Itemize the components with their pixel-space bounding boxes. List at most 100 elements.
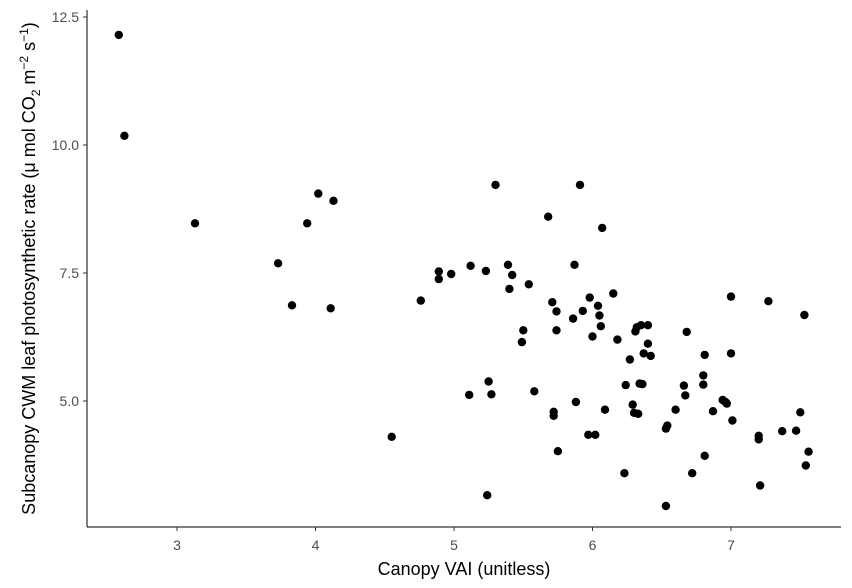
x-tick-label: 6 [589, 537, 597, 553]
data-point [584, 430, 593, 439]
data-point [681, 391, 690, 400]
data-point [120, 131, 129, 140]
data-point [708, 407, 718, 416]
y-title-sub2: 2 [29, 89, 43, 96]
data-point [303, 219, 312, 228]
data-point [326, 304, 335, 313]
data-point [544, 212, 553, 221]
data-point [700, 350, 709, 360]
data-point [726, 292, 736, 301]
data-point [481, 266, 491, 276]
data-point [387, 432, 396, 441]
data-point [700, 451, 709, 460]
data-point [465, 390, 474, 400]
data-point [447, 269, 456, 279]
data-point [722, 399, 731, 408]
data-point [568, 314, 578, 323]
data-point [508, 270, 517, 280]
x-tick-label: 5 [450, 537, 458, 553]
data-point [754, 431, 763, 440]
data-point [287, 301, 297, 310]
data-point [699, 380, 708, 389]
data-point [596, 322, 605, 331]
x-tick-label: 7 [727, 537, 735, 553]
data-point [600, 405, 610, 414]
y-axis-title: Subcanopy CWM leaf photosynthetic rate (… [17, 22, 43, 515]
data-point [609, 289, 618, 298]
data-point [466, 261, 475, 270]
y-axis-ticks: 5.0 7.5 10.0 12.5 [52, 9, 87, 409]
data-point [329, 196, 338, 205]
data-point [628, 400, 637, 409]
data-point [575, 180, 585, 190]
data-point [483, 491, 492, 500]
data-point [598, 223, 607, 233]
data-point [755, 481, 765, 490]
data-point [661, 501, 671, 511]
data-point [643, 321, 653, 330]
y-tick-label: 10.0 [52, 137, 79, 153]
data-point [484, 377, 493, 386]
data-point [114, 30, 124, 40]
data-point [796, 408, 805, 417]
x-tick-label: 3 [173, 537, 181, 553]
data-point [778, 427, 787, 436]
data-point [593, 301, 603, 310]
data-point [671, 405, 680, 414]
data-point [636, 321, 646, 330]
data-point [699, 371, 708, 380]
axes [86, 10, 841, 528]
y-title-main: Subcanopy CWM leaf photosynthetic rate ( [19, 173, 39, 515]
data-point [434, 267, 443, 276]
x-axis-title: Canopy VAI (unitless) [378, 559, 551, 579]
y-title-sup-m: −2 [17, 56, 31, 70]
data-point [621, 380, 630, 390]
data-point [726, 349, 736, 358]
x-tick-label: 4 [312, 537, 320, 553]
data-point [620, 469, 629, 478]
y-title-close: ) [19, 22, 39, 28]
data-point [595, 311, 604, 320]
data-point [591, 430, 600, 439]
y-title-mu: μ [19, 162, 39, 172]
y-tick-label: 5.0 [60, 393, 80, 409]
data-point [434, 274, 443, 284]
data-point [570, 260, 579, 269]
data-point [505, 284, 514, 294]
y-tick-label: 7.5 [60, 265, 80, 281]
data-point [416, 296, 425, 305]
data-point [530, 387, 539, 396]
data-point [487, 390, 496, 399]
data-point [639, 349, 648, 358]
data-point [524, 280, 533, 289]
data-point [682, 327, 691, 337]
data-point [519, 326, 528, 335]
data-point [613, 335, 622, 344]
data-point [571, 397, 581, 407]
y-tick-label: 12.5 [52, 9, 79, 25]
data-point [679, 381, 689, 390]
data-point [314, 189, 323, 198]
data-point [578, 306, 587, 316]
data-point [728, 416, 737, 425]
data-point [791, 426, 801, 435]
data-point [552, 326, 561, 335]
data-point [503, 260, 513, 269]
data-point [764, 297, 773, 306]
data-point [588, 332, 597, 341]
y-title-m: m [19, 70, 39, 90]
data-point [273, 259, 283, 268]
data-point [643, 339, 653, 348]
data-point [517, 337, 527, 347]
y-title-s: s [19, 42, 39, 56]
data-point [491, 180, 500, 190]
data-point [801, 461, 810, 470]
data-point [585, 293, 594, 302]
data-point [804, 447, 813, 456]
data-points [114, 30, 813, 511]
data-point [190, 219, 200, 228]
data-point [663, 421, 672, 430]
data-point [549, 411, 558, 420]
data-point [638, 379, 647, 389]
